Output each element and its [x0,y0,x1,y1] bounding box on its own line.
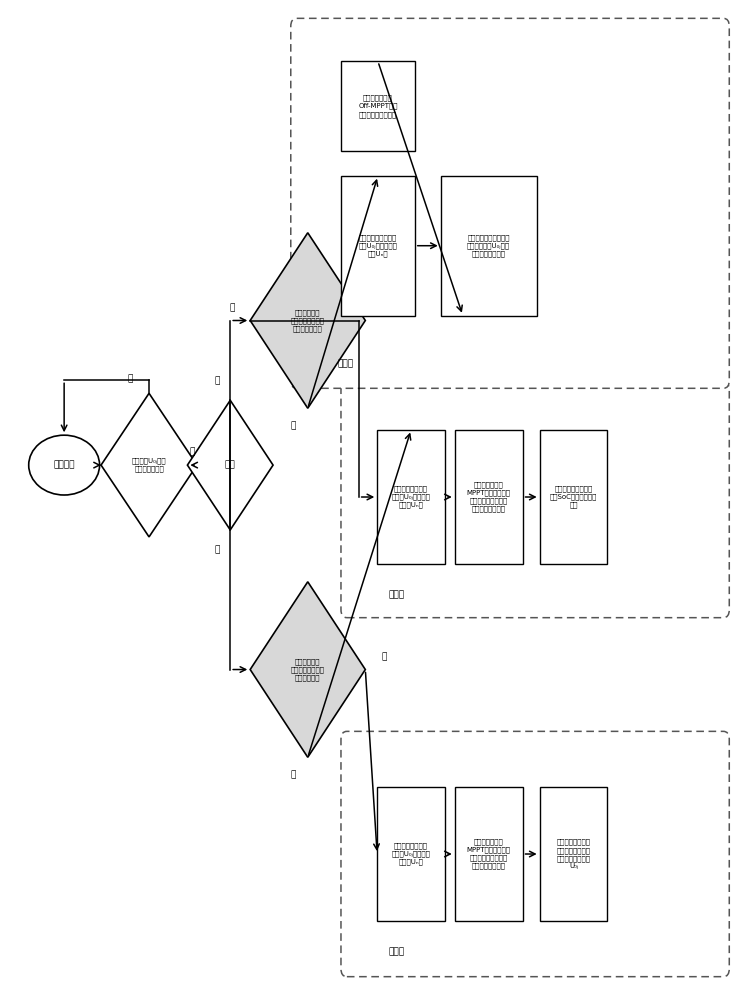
FancyBboxPatch shape [341,176,415,316]
Text: 否: 否 [290,771,296,780]
Text: 模式三: 模式三 [389,948,405,957]
Text: 超调: 超调 [225,461,236,470]
Text: 储能系统是否
处于放电功率饱和
或低容量状态: 储能系统是否 处于放电功率饱和 或低容量状态 [290,658,325,681]
FancyBboxPatch shape [377,787,445,921]
FancyBboxPatch shape [377,430,445,564]
FancyBboxPatch shape [290,18,729,388]
Text: 否: 否 [229,303,234,312]
FancyBboxPatch shape [539,787,608,921]
Text: 光伏系统调整输出功率
控制母线电压U₀ⱼ，同
时保证光伏利用率: 光伏系统调整输出功率 控制母线电压U₀ⱼ，同 时保证光伏利用率 [467,234,510,257]
Text: 母线电压U₀ⱼ偏离
（超调或跌落）: 母线电压U₀ⱼ偏离 （超调或跌落） [132,458,166,472]
Text: 是: 是 [214,376,219,385]
Text: 系统运行: 系统运行 [53,461,75,470]
FancyBboxPatch shape [539,430,608,564]
FancyBboxPatch shape [341,382,729,618]
Text: 储能系统无法将母线
电压U₀ⱼ控制在额定
电压Uₙ上: 储能系统无法将母线 电压U₀ⱼ控制在额定 电压Uₙ上 [359,234,397,257]
Text: 是: 是 [190,448,195,457]
Text: 否: 否 [214,545,219,554]
FancyBboxPatch shape [441,176,536,316]
Text: 光伏系统工作在
MPPT状态，实现最
大光伏利用率，光伏
系统最大功率输出: 光伏系统工作在 MPPT状态，实现最 大光伏利用率，光伏 系统最大功率输出 [467,482,511,512]
Text: 是: 是 [381,652,387,661]
FancyBboxPatch shape [455,430,522,564]
FancyBboxPatch shape [341,61,415,151]
Text: 光伏系统工作在
Off-MPPT状态
（电压变步长驱动）: 光伏系统工作在 Off-MPPT状态 （电压变步长驱动） [358,95,398,118]
Text: 负荷依据其重要性
进行分级，逐级卸
载以维持母线电压
U₀ⱼ: 负荷依据其重要性 进行分级，逐级卸 载以维持母线电压 U₀ⱼ [556,839,591,869]
Polygon shape [250,582,365,757]
Ellipse shape [29,435,99,495]
Text: 储能系统可以将母
线电压U₀ⱼ控制在额
定电压Uₙ上: 储能系统可以将母 线电压U₀ⱼ控制在额 定电压Uₙ上 [392,486,431,508]
Text: 是: 是 [290,422,296,431]
Polygon shape [250,233,365,408]
FancyBboxPatch shape [455,787,522,921]
Polygon shape [101,393,197,537]
FancyBboxPatch shape [341,731,729,977]
Text: 模式二: 模式二 [337,359,353,368]
Text: 储能系统无法将母
线电压U₀ⱼ控制在额
定电压Uₙ上: 储能系统无法将母 线电压U₀ⱼ控制在额 定电压Uₙ上 [392,843,431,865]
Text: 基于储能单元电荷状
态（SoC）的电流分配
方法: 基于储能单元电荷状 态（SoC）的电流分配 方法 [550,486,597,508]
Text: 否: 否 [128,374,133,383]
Text: 光伏系统工作在
MPPT状态，实现最
大光伏利用率，光伏
系统最大功率输出: 光伏系统工作在 MPPT状态，实现最 大光伏利用率，光伏 系统最大功率输出 [467,839,511,869]
Text: 储能系统是否
处于吸收功率饱和
或容量饱和状态: 储能系统是否 处于吸收功率饱和 或容量饱和状态 [290,309,325,332]
Text: 模式一: 模式一 [389,591,405,600]
Polygon shape [187,400,273,530]
